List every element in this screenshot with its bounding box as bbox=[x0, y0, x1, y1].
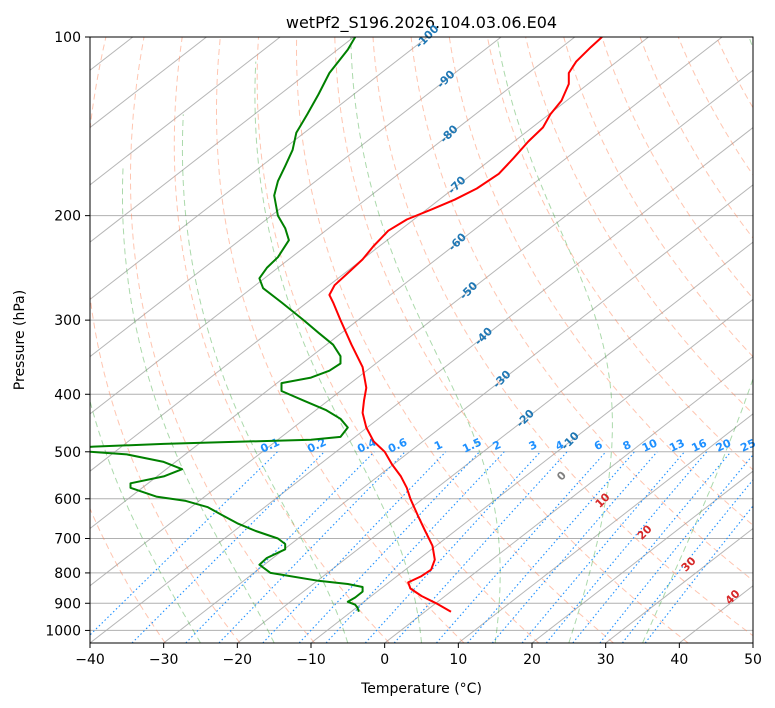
mixing-ratio-line bbox=[599, 454, 753, 643]
mixing-ratio-line bbox=[545, 451, 708, 643]
mixing-ratio-line bbox=[218, 451, 406, 643]
dry-adiabat bbox=[525, 37, 753, 415]
isotherm-line bbox=[90, 126, 753, 643]
dry-adiabat bbox=[295, 37, 614, 643]
isotherm-line bbox=[531, 470, 753, 643]
mixing-ratio-line bbox=[364, 451, 541, 643]
moist-adiabat bbox=[496, 37, 613, 643]
mixing-ratio-line bbox=[298, 451, 480, 643]
x-tick-label: 50 bbox=[744, 652, 762, 668]
y-tick-label: 800 bbox=[54, 566, 81, 582]
dry-adiabat bbox=[410, 37, 753, 582]
y-tick-label: 1000 bbox=[45, 623, 81, 639]
dry-adiabat bbox=[372, 37, 753, 637]
dry-adiabat bbox=[563, 37, 753, 358]
isotherm-line bbox=[163, 184, 753, 643]
dry-adiabat bbox=[130, 37, 316, 643]
isotherm-line bbox=[90, 37, 428, 301]
mixing-ratio-line bbox=[185, 451, 375, 643]
dry-adiabat bbox=[256, 37, 540, 643]
moist-adiabat bbox=[90, 399, 201, 643]
y-tick-label: 100 bbox=[54, 30, 81, 46]
background-lines bbox=[90, 37, 753, 643]
isotherm-line bbox=[90, 37, 649, 472]
dry-adiabat bbox=[173, 37, 390, 643]
y-tick-label: 200 bbox=[54, 209, 81, 225]
isotherm-line bbox=[90, 69, 753, 587]
moist-adiabat bbox=[350, 37, 501, 643]
mixing-ratio-line bbox=[572, 451, 732, 643]
isotherm-line bbox=[90, 37, 355, 243]
mixing-ratio-label: 10 bbox=[640, 436, 660, 454]
y-tick-label: 300 bbox=[54, 313, 81, 329]
plot-frame bbox=[89, 36, 754, 644]
isotherm-line bbox=[90, 37, 576, 415]
x-tick-label: −10 bbox=[296, 652, 326, 668]
x-tick-label: −40 bbox=[75, 652, 105, 668]
dry-adiabat bbox=[90, 37, 241, 643]
isotherm-line bbox=[310, 298, 753, 643]
mixing-ratio-line bbox=[393, 451, 568, 643]
x-axis-label: Temperature (°C) bbox=[360, 681, 482, 697]
x-tick-label: 30 bbox=[597, 652, 615, 668]
dry-adiabat bbox=[216, 37, 465, 643]
isotherm-line bbox=[90, 37, 723, 530]
mixing-ratio-label: 20 bbox=[714, 436, 734, 454]
x-tick-label: 0 bbox=[380, 652, 389, 668]
mixing-ratio-label: 13 bbox=[667, 436, 686, 454]
mixing-ratio-label: 16 bbox=[690, 436, 710, 454]
dry-adiabat bbox=[601, 37, 753, 300]
x-axis: −40 −30 −20 −10 0 10 20 30 40 50 bbox=[75, 643, 762, 668]
dry-adiabat bbox=[90, 507, 166, 643]
x-tick-label: −20 bbox=[223, 652, 253, 668]
chart-title: wetPf2_S196.2026.104.03.06.E04 bbox=[286, 13, 557, 33]
mixing-ratio-line bbox=[621, 479, 753, 643]
moist-adiabat bbox=[254, 61, 422, 643]
profile-lines bbox=[90, 37, 603, 613]
x-tick-label: 20 bbox=[523, 652, 541, 668]
temperature-profile bbox=[328, 37, 603, 613]
mixing-ratio-line bbox=[435, 451, 607, 643]
y-axis-label: Pressure (hPa) bbox=[12, 290, 28, 390]
y-tick-label: 400 bbox=[54, 387, 81, 403]
isotherm-line bbox=[458, 413, 753, 643]
moist-adiabat bbox=[122, 166, 275, 643]
isotherm-line bbox=[384, 356, 753, 643]
y-tick-label: 500 bbox=[54, 445, 81, 461]
y-tick-label: 700 bbox=[54, 532, 81, 548]
isotherm-line bbox=[605, 527, 753, 643]
moist-adiabat bbox=[181, 114, 349, 643]
isotherm-line bbox=[237, 241, 753, 643]
dewpoint-profile bbox=[90, 37, 364, 613]
y-tick-label: 900 bbox=[54, 596, 81, 612]
y-tick-label: 600 bbox=[54, 492, 81, 508]
x-tick-label: −30 bbox=[149, 652, 179, 668]
x-tick-label: 40 bbox=[670, 652, 688, 668]
mixing-ratio-line bbox=[131, 451, 325, 643]
mixing-ratio-line bbox=[262, 451, 447, 643]
x-tick-label: 10 bbox=[449, 652, 467, 668]
y-axis: 100 200 300 400 500 600 700 800 900 1000 bbox=[45, 30, 90, 639]
isotherm-line bbox=[90, 37, 502, 358]
isotherm-line bbox=[90, 37, 281, 186]
